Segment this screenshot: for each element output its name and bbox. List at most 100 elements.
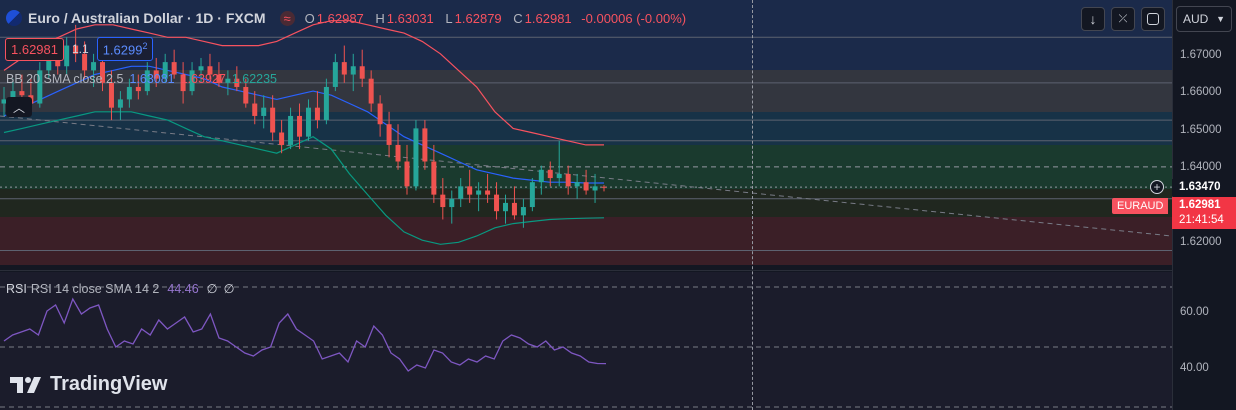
open-label: O — [304, 10, 315, 26]
candle-body — [377, 103, 383, 125]
candle-body — [404, 161, 410, 187]
candle-body — [243, 86, 249, 104]
candle-body — [422, 128, 428, 162]
candle-body — [431, 161, 437, 195]
market-status-icon[interactable]: ≈ — [279, 10, 295, 26]
rsi-value: 44.46 — [167, 281, 199, 296]
pane-separator[interactable] — [0, 270, 1172, 271]
high-value: 1.63031 — [386, 10, 434, 26]
candle-body — [216, 74, 222, 83]
bb-lower-value: 1.62235 — [231, 72, 277, 86]
trade-buttons: 1.62981 1.1 1.62992 — [5, 37, 154, 62]
candle-body — [332, 62, 338, 87]
tradingview-logo-icon — [10, 376, 41, 393]
candle-body — [449, 198, 455, 208]
price-chart[interactable] — [0, 0, 1172, 270]
candle-body — [341, 62, 347, 75]
currency-label: AUD — [1183, 12, 1209, 26]
candle-body — [297, 115, 303, 137]
candle-body — [511, 202, 517, 216]
candle-body — [458, 186, 464, 199]
candle-body — [126, 86, 132, 100]
candle-body — [485, 190, 491, 195]
buy-button[interactable]: 1.62992 — [96, 37, 154, 62]
currency-select[interactable]: AUD ▼ — [1176, 6, 1232, 32]
price-tick: 1.62000 — [1180, 236, 1222, 248]
logo-text: TradingView — [50, 373, 168, 395]
sell-button[interactable]: 1.62981 — [5, 37, 64, 61]
spread-value: 1.1 — [72, 42, 89, 57]
candle-body — [467, 186, 473, 195]
candle-body — [314, 107, 320, 121]
candle-body — [144, 70, 150, 92]
candle-body — [502, 202, 508, 212]
ohlc-values: O 1.62987 H 1.63031 L 1.62879 C 1.62981 -0.0… — [305, 11, 688, 26]
rsi-tick: 40.00 — [1180, 362, 1209, 374]
candle-body — [100, 62, 106, 83]
candle-body — [19, 91, 25, 96]
candle-body — [279, 132, 285, 145]
candle-body — [359, 66, 365, 79]
candle-body — [261, 107, 267, 116]
candle-body — [270, 107, 276, 133]
bb-upper-value: 1.63927 — [180, 72, 226, 86]
collapse-icon: ⤫ — [1118, 12, 1128, 25]
candle-body — [207, 66, 213, 75]
square-icon — [1147, 13, 1159, 25]
candle-body — [252, 103, 258, 116]
candle-body — [494, 194, 500, 212]
zone-top-blue — [0, 0, 1172, 70]
candle-body — [91, 62, 97, 71]
candle-body — [82, 53, 88, 71]
candle-body — [73, 45, 79, 54]
bb-label[interactable]: BB 20 SMA close 2.5 — [6, 72, 124, 86]
last-price-tag: 1.62981 21:41:54 — [1172, 197, 1236, 229]
tradingview-logo[interactable]: TradingView — [10, 373, 167, 396]
candle-body — [520, 207, 526, 216]
candle-body — [171, 62, 177, 75]
price-tick: 1.65000 — [1180, 124, 1222, 136]
candle-body — [153, 70, 159, 79]
candle-body — [64, 45, 70, 67]
close-label: C — [513, 10, 523, 26]
scroll-down-button[interactable]: ↓ — [1081, 7, 1105, 31]
rsi-label[interactable]: RSI 14 close SMA 14 2 — [30, 281, 160, 296]
bb-lower-line — [3, 111, 605, 245]
candle-body — [601, 186, 607, 188]
add-alert-button[interactable]: + — [1150, 180, 1164, 194]
candle-body — [440, 194, 446, 208]
collapse-legend-button[interactable]: ︿ — [6, 97, 32, 117]
zone-red — [0, 217, 1172, 265]
plus-icon: + — [1153, 180, 1161, 194]
candle-body — [368, 78, 374, 104]
candle-body — [189, 70, 195, 92]
screenshot-button[interactable] — [1141, 7, 1165, 31]
fullscreen-collapse-button[interactable]: ⤫ — [1111, 7, 1135, 31]
candle-body — [37, 70, 43, 104]
chevron-down-icon: ▼ — [1216, 14, 1225, 24]
symbol-tag: EURAUD — [1112, 198, 1169, 214]
rsi-v2: ∅ — [206, 282, 218, 296]
price-tick: 1.66000 — [1180, 86, 1222, 98]
flag-icon — [6, 10, 22, 26]
close-value: 1.62981 — [524, 10, 572, 26]
last-price-value: 1.62981 — [1179, 199, 1221, 211]
candle-body — [46, 57, 52, 71]
candle-body — [55, 57, 61, 67]
zone-teal-blue — [0, 112, 1172, 145]
rsi-title[interactable]: RSI — [6, 281, 27, 296]
candle-body — [117, 99, 123, 108]
symbol-title[interactable]: Euro / Australian Dollar · 1D · FXCM — [28, 10, 266, 26]
candle-body — [288, 115, 294, 145]
candle-body — [395, 144, 401, 162]
candle-body — [386, 124, 392, 145]
candle-body — [305, 107, 311, 137]
candle-body — [234, 78, 240, 87]
rsi-tick: 60.00 — [1180, 306, 1209, 318]
rsi-chart[interactable] — [0, 272, 1172, 410]
candle-body — [413, 128, 419, 187]
candle-body — [10, 91, 16, 100]
symbol-legend: Euro / Australian Dollar · 1D · FXCM ≈ O… — [6, 10, 688, 26]
candle-body — [350, 66, 356, 75]
